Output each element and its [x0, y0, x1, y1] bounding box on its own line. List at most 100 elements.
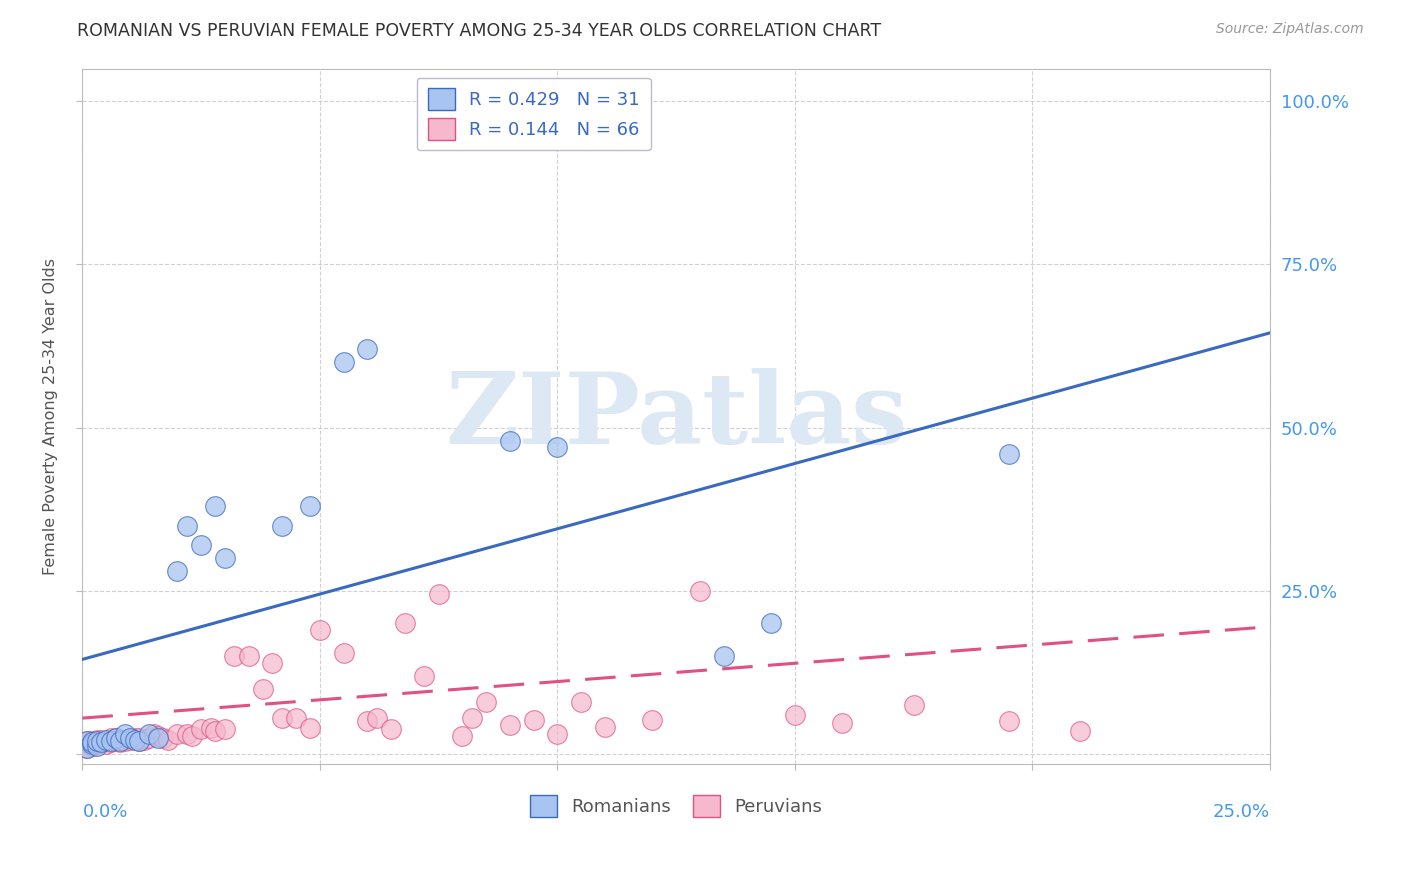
Point: [759, 616, 782, 631]
Point: [86, 734, 108, 748]
Point: [309, 623, 332, 637]
Point: [128, 734, 150, 748]
Point: [1069, 724, 1091, 739]
Point: [413, 668, 436, 682]
Point: [997, 714, 1019, 729]
Point: [104, 734, 127, 748]
Point: [499, 717, 522, 731]
Text: 0.0%: 0.0%: [83, 803, 128, 821]
Point: [86, 739, 108, 754]
Text: ROMANIAN VS PERUVIAN FEMALE POVERTY AMONG 25-34 YEAR OLDS CORRELATION CHART: ROMANIAN VS PERUVIAN FEMALE POVERTY AMON…: [77, 22, 882, 40]
Point: [252, 681, 274, 696]
Point: [104, 731, 127, 745]
Point: [569, 695, 592, 709]
Point: [110, 734, 132, 748]
Point: [100, 731, 122, 745]
Point: [270, 711, 292, 725]
Point: [997, 447, 1019, 461]
Point: [356, 343, 378, 357]
Point: [285, 711, 308, 725]
Point: [783, 707, 806, 722]
Point: [190, 538, 212, 552]
Point: [499, 434, 522, 448]
Point: [90, 732, 112, 747]
Point: [152, 731, 174, 745]
Point: [689, 583, 711, 598]
Point: [114, 734, 136, 748]
Point: [366, 711, 388, 725]
Point: [238, 649, 260, 664]
Point: [76, 740, 98, 755]
Point: [224, 649, 246, 664]
Point: [138, 727, 160, 741]
Point: [523, 713, 546, 727]
Point: [128, 731, 150, 745]
Point: [110, 732, 132, 747]
Point: [90, 735, 112, 749]
Point: [86, 737, 108, 751]
Point: [134, 732, 156, 747]
Point: [299, 499, 322, 513]
Point: [76, 737, 98, 751]
Point: [546, 727, 568, 741]
Point: [903, 698, 925, 712]
Y-axis label: Female Poverty Among 25-34 Year Olds: Female Poverty Among 25-34 Year Olds: [44, 258, 58, 574]
Text: ZIPatlas: ZIPatlas: [444, 368, 907, 465]
Point: [100, 734, 122, 748]
Point: [124, 731, 146, 745]
Point: [332, 646, 354, 660]
Point: [394, 616, 416, 631]
Point: [90, 735, 112, 749]
Point: [96, 737, 118, 751]
Point: [200, 721, 222, 735]
Point: [332, 355, 354, 369]
Point: [118, 732, 141, 747]
Point: [138, 731, 160, 745]
Point: [204, 499, 226, 513]
Point: [156, 732, 179, 747]
Point: [641, 713, 664, 727]
Point: [356, 714, 378, 729]
Point: [262, 656, 284, 670]
Point: [80, 739, 103, 754]
Legend: Romanians, Peruvians: Romanians, Peruvians: [523, 788, 830, 824]
Point: [176, 727, 198, 741]
Point: [831, 715, 853, 730]
Point: [270, 518, 292, 533]
Point: [166, 727, 188, 741]
Point: [76, 740, 98, 755]
Point: [713, 649, 735, 664]
Point: [176, 518, 198, 533]
Point: [80, 735, 103, 749]
Point: [110, 735, 132, 749]
Point: [427, 587, 450, 601]
Point: [180, 729, 202, 743]
Text: 25.0%: 25.0%: [1212, 803, 1270, 821]
Point: [124, 732, 146, 747]
Point: [148, 729, 170, 743]
Point: [96, 734, 118, 748]
Point: [80, 735, 103, 749]
Point: [166, 564, 188, 578]
Point: [380, 723, 402, 737]
Point: [461, 711, 484, 725]
Point: [118, 731, 141, 745]
Point: [214, 723, 236, 737]
Point: [190, 723, 212, 737]
Point: [80, 737, 103, 751]
Point: [128, 734, 150, 748]
Point: [80, 734, 103, 748]
Point: [104, 731, 127, 745]
Point: [214, 551, 236, 566]
Point: [204, 724, 226, 739]
Point: [475, 695, 498, 709]
Point: [299, 721, 322, 735]
Point: [96, 732, 118, 747]
Point: [76, 734, 98, 748]
Text: Source: ZipAtlas.com: Source: ZipAtlas.com: [1216, 22, 1364, 37]
Point: [593, 720, 616, 734]
Point: [546, 440, 568, 454]
Point: [100, 735, 122, 749]
Point: [148, 731, 170, 745]
Point: [451, 729, 474, 743]
